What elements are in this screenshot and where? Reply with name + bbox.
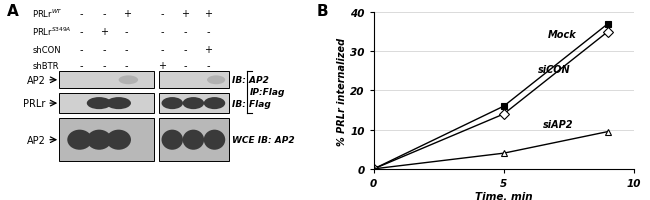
Text: -: - xyxy=(79,9,83,19)
Text: -: - xyxy=(102,9,106,19)
Ellipse shape xyxy=(203,98,225,110)
Text: WCE IB: AP2: WCE IB: AP2 xyxy=(233,136,295,144)
Text: B: B xyxy=(317,4,328,19)
Bar xyxy=(58,118,155,161)
Text: +: + xyxy=(204,9,212,19)
Text: Mock: Mock xyxy=(548,29,577,39)
Text: AP2: AP2 xyxy=(27,75,46,85)
Text: +: + xyxy=(100,27,108,37)
Text: -: - xyxy=(161,45,164,55)
Ellipse shape xyxy=(87,98,112,110)
Text: IB: AP2: IB: AP2 xyxy=(233,76,269,85)
Bar xyxy=(58,72,155,89)
Ellipse shape xyxy=(68,130,92,150)
Text: IB: Flag: IB: Flag xyxy=(233,99,271,108)
Text: -: - xyxy=(161,27,164,37)
Text: siAP2: siAP2 xyxy=(543,119,573,129)
Ellipse shape xyxy=(183,98,204,110)
Text: -: - xyxy=(125,27,129,37)
Text: -: - xyxy=(125,45,129,55)
Text: IP:Flag: IP:Flag xyxy=(250,88,286,97)
Text: -: - xyxy=(79,27,83,37)
Text: -: - xyxy=(183,45,187,55)
Text: +: + xyxy=(181,9,189,19)
Text: -: - xyxy=(183,61,187,71)
Ellipse shape xyxy=(207,76,226,85)
Text: PRLr$^{S349A}$: PRLr$^{S349A}$ xyxy=(32,26,72,38)
Text: A: A xyxy=(6,4,18,19)
Text: shCON: shCON xyxy=(32,46,61,54)
Ellipse shape xyxy=(107,98,131,110)
Ellipse shape xyxy=(161,130,183,150)
X-axis label: Time, min: Time, min xyxy=(475,191,532,200)
Ellipse shape xyxy=(87,130,112,150)
Text: -: - xyxy=(161,9,164,19)
Text: PRLr$^{WT}$: PRLr$^{WT}$ xyxy=(32,8,63,20)
Text: -: - xyxy=(79,45,83,55)
Text: -: - xyxy=(79,61,83,71)
Bar xyxy=(58,94,155,113)
Text: siCON: siCON xyxy=(538,65,570,75)
Ellipse shape xyxy=(183,130,204,150)
Bar xyxy=(159,94,229,113)
Text: +: + xyxy=(123,9,131,19)
Y-axis label: % PRLr internalized: % PRLr internalized xyxy=(337,37,348,145)
Text: -: - xyxy=(102,45,106,55)
Bar xyxy=(159,118,229,161)
Bar xyxy=(159,72,229,89)
Ellipse shape xyxy=(107,130,131,150)
Text: shBTR: shBTR xyxy=(32,62,59,70)
Ellipse shape xyxy=(118,76,138,85)
Text: AP2: AP2 xyxy=(27,135,46,145)
Ellipse shape xyxy=(203,130,225,150)
Text: PRLr: PRLr xyxy=(23,99,46,109)
Ellipse shape xyxy=(161,98,183,110)
Text: -: - xyxy=(102,61,106,71)
Text: -: - xyxy=(183,27,187,37)
Text: -: - xyxy=(206,27,210,37)
Text: +: + xyxy=(159,61,166,71)
Text: -: - xyxy=(206,61,210,71)
Text: -: - xyxy=(125,61,129,71)
Text: +: + xyxy=(204,45,212,55)
